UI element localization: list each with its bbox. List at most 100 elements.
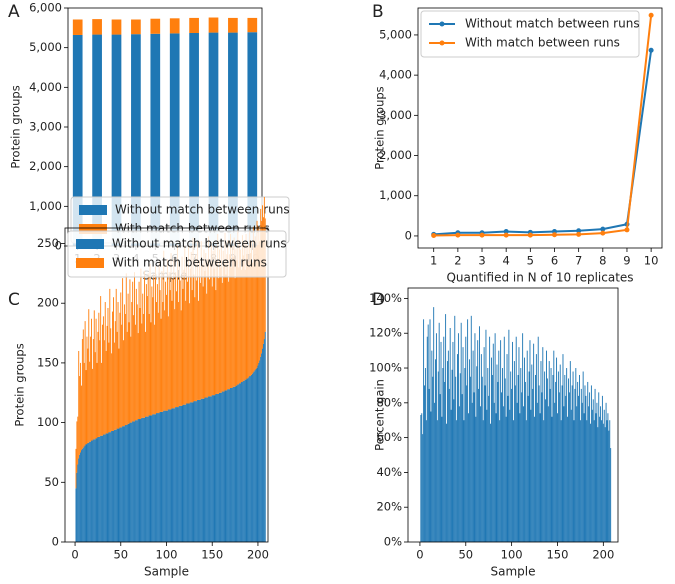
bar: [425, 420, 427, 542]
bar: [596, 402, 598, 542]
bar: [84, 321, 86, 446]
bar: [152, 297, 154, 415]
bar: [569, 361, 571, 542]
bar: [430, 411, 432, 542]
bar: [194, 297, 196, 402]
bar: [240, 383, 242, 542]
bar: [225, 390, 227, 542]
bar: [201, 263, 203, 399]
bar: [215, 290, 217, 394]
bar: [500, 340, 502, 542]
bar: [570, 409, 572, 542]
bar: [487, 368, 489, 542]
bar: [122, 426, 124, 542]
bar: [230, 387, 231, 542]
bar: [81, 450, 82, 542]
bar: [238, 267, 240, 385]
bar: [198, 399, 200, 542]
bar: [432, 376, 434, 542]
x-tick-label: 10: [644, 254, 659, 268]
bar: [152, 414, 154, 542]
bar: [488, 395, 490, 542]
bar: [133, 421, 135, 542]
bar: [107, 307, 109, 434]
y-tick-label: 3,000: [29, 120, 62, 134]
bar: [166, 410, 168, 542]
bar: [130, 422, 132, 542]
bar: [129, 279, 131, 423]
y-tick-label: 250: [37, 236, 59, 250]
bar: [579, 420, 581, 542]
bar: [454, 315, 456, 542]
bar: [102, 316, 104, 435]
bar: [253, 248, 255, 372]
bar: [116, 428, 118, 542]
bar: [196, 401, 198, 542]
x-axis-label: Quantified in N of 10 replicates: [446, 271, 633, 285]
bar: [587, 381, 589, 542]
bar: [175, 272, 177, 408]
bar: [205, 253, 207, 398]
x-tick-label: 1: [430, 254, 437, 268]
bar: [232, 386, 234, 542]
legend-label: Without match between runs: [115, 203, 290, 217]
bar: [172, 279, 174, 409]
bar: [457, 354, 458, 542]
bar: [523, 406, 525, 542]
bar: [568, 378, 569, 542]
bar: [223, 262, 225, 392]
bar: [220, 392, 222, 542]
bar: [495, 413, 497, 542]
bar: [589, 392, 591, 542]
bar: [514, 385, 516, 542]
bar: [591, 409, 593, 542]
bar: [118, 428, 120, 542]
bar: [207, 397, 209, 542]
bar: [87, 442, 89, 542]
bar: [531, 364, 533, 542]
bar: [440, 341, 442, 542]
bar: [108, 342, 110, 433]
bar: [176, 407, 178, 542]
bar: [603, 409, 605, 542]
bar: [568, 392, 570, 542]
bar: [209, 396, 211, 542]
bar: [548, 361, 550, 542]
bar: [199, 399, 201, 542]
bar: [80, 362, 82, 453]
bar: [554, 402, 556, 542]
bar: [422, 434, 424, 542]
x-tick-label: 100: [501, 548, 523, 562]
bar: [257, 365, 259, 542]
bar: [513, 361, 515, 542]
bar: [544, 371, 546, 542]
bar: [497, 381, 499, 542]
bar: [262, 217, 264, 344]
bar: [163, 410, 165, 542]
bar: [92, 19, 102, 35]
bar: [226, 390, 228, 542]
bar: [578, 395, 580, 542]
bar: [150, 415, 152, 542]
bar: [206, 397, 208, 542]
bar: [588, 406, 590, 542]
bar: [481, 376, 483, 542]
bar: [79, 454, 81, 542]
bar: [76, 472, 78, 542]
bar: [564, 374, 566, 542]
bar: [567, 416, 569, 542]
bar: [183, 269, 185, 405]
legend-swatch: [79, 224, 107, 234]
y-tick-label: 0: [52, 535, 59, 549]
bar: [186, 403, 188, 542]
bar: [154, 324, 156, 415]
bar: [251, 241, 252, 375]
bar: [431, 350, 433, 542]
bar: [541, 392, 543, 542]
bar: [484, 385, 486, 542]
bar: [81, 339, 83, 449]
legend-label: With match between runs: [465, 36, 620, 50]
bar: [463, 420, 465, 542]
bar: [77, 416, 79, 465]
bar: [134, 324, 136, 421]
